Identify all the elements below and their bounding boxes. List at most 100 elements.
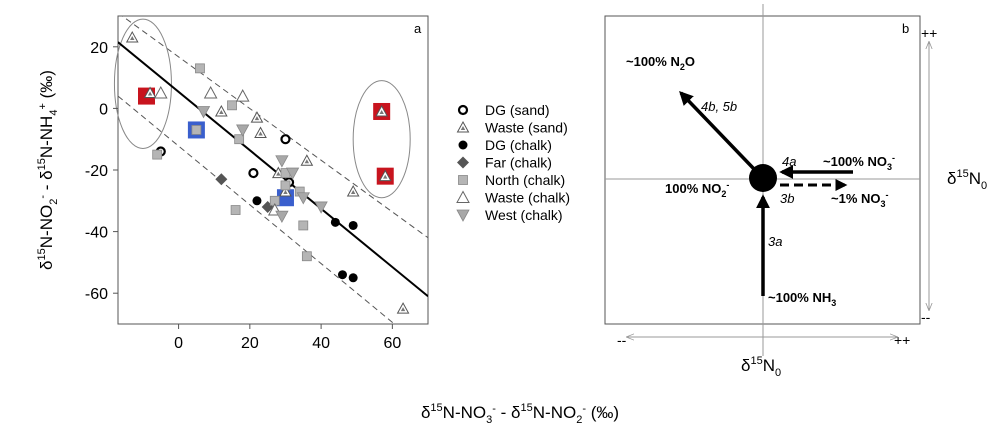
marker-shape (147, 91, 153, 96)
marker-shape (234, 134, 245, 145)
marker-shape (379, 109, 384, 114)
marker-shape (275, 210, 289, 224)
marker-shape (280, 134, 291, 145)
marker-shape (330, 217, 340, 227)
marker-shape (304, 159, 310, 164)
marker-shape (383, 174, 388, 179)
corner-label-bottom-right: ++ (894, 332, 910, 348)
data-point (314, 201, 328, 214)
label-part: ~100% NO (823, 154, 887, 169)
marker-shape (456, 209, 470, 222)
ylabel-part: - (37, 195, 49, 199)
y-tick-label: 0 (99, 101, 108, 118)
marker-shape (215, 173, 228, 186)
marker-shape (298, 220, 309, 231)
data-point (396, 302, 410, 314)
corner-label-top-right: ++ (921, 25, 937, 41)
data-point (298, 220, 309, 231)
xlabel-part: N-NO (443, 403, 486, 422)
data-point (191, 125, 202, 135)
x-tick-label: 20 (241, 335, 259, 352)
data-point (235, 89, 250, 102)
data-point (248, 167, 259, 179)
label-no2: 100% NO2- (665, 180, 729, 199)
ylabel-part: 2 (48, 199, 60, 205)
ylabel-part: 15 (36, 248, 48, 260)
marker-shape (196, 106, 211, 119)
data-point (275, 210, 289, 224)
y-tick-label: 20 (90, 40, 108, 57)
data-point (234, 134, 245, 145)
marker-shape (314, 201, 328, 214)
marker-shape (460, 126, 466, 130)
legend-marker (458, 140, 468, 150)
marker-shape (219, 109, 224, 114)
xlabel-part: N-NO (533, 403, 576, 422)
label-part: 3 (831, 298, 836, 308)
group-ellipse (352, 80, 411, 199)
y-axis-ticks: 20 0 -20 -40 -60 (85, 40, 118, 303)
corner-label-bottom-left: -- (617, 332, 627, 348)
marker-shape (203, 85, 218, 99)
label-part: ~100% N (626, 54, 680, 69)
marker-shape (152, 149, 163, 160)
ellipse-group (113, 18, 411, 199)
data-point (280, 180, 291, 191)
data-point (346, 185, 360, 197)
x-tick-label: 0 (174, 335, 183, 352)
legend-label: Waste (chalk) (485, 190, 570, 206)
data-points (125, 31, 410, 314)
marker-shape (285, 167, 300, 180)
panel-b: b ++ -- -- ++ δ15N0 δ15N0 ~100% N2O 4b, … (604, 4, 987, 379)
highlight-group (138, 87, 394, 207)
data-point (227, 100, 237, 111)
legend-item: Far (chalk) (457, 155, 552, 171)
data-point (348, 273, 358, 283)
confidence-band-lower (118, 95, 396, 324)
corner-label-right-bottom: -- (921, 309, 931, 325)
label-4a: 4a (782, 154, 796, 169)
ylabel-part: + (37, 103, 49, 109)
legend-marker (457, 104, 469, 116)
legend-marker (458, 175, 468, 185)
group-ellipse (113, 18, 172, 149)
axis-label-part: δ (947, 169, 956, 188)
legend-item: West (chalk) (456, 207, 563, 223)
label-part: 100% NO (665, 181, 721, 196)
data-point (337, 270, 347, 280)
axis-label-bottom: δ15N0 (741, 355, 781, 379)
label-part: ~100% NH (768, 290, 831, 305)
marker-shape (458, 140, 468, 150)
data-point (375, 104, 389, 117)
marker-shape (457, 156, 469, 169)
label-n2o: ~100% N2O (626, 54, 695, 72)
label-part: 3 (881, 199, 886, 209)
x-tick-label: 40 (312, 335, 330, 352)
axis-label-part: N (763, 356, 775, 375)
data-point (252, 196, 262, 206)
data-point (348, 220, 358, 230)
data-point (285, 167, 300, 180)
legend-label: DG (chalk) (485, 137, 552, 153)
xlabel-part: (‰) (586, 403, 619, 422)
ylabel-part: 15 (36, 158, 48, 170)
axis-label-part: δ (741, 356, 750, 375)
legend-label: North (chalk) (485, 172, 565, 188)
label-part: ~1% NO (831, 191, 881, 206)
y-axis-label: δ15N-NO2- - δ15N-NH4+ (‰) (36, 70, 60, 270)
ylabel-part: 4 (48, 110, 60, 116)
marker-shape (348, 220, 358, 230)
data-point (143, 86, 157, 98)
xlabel-part: - (582, 403, 586, 415)
label-3a: 3a (768, 234, 782, 249)
legend-label: West (chalk) (485, 207, 563, 223)
legend-label: DG (sand) (485, 102, 550, 118)
x-tick-label: 60 (383, 335, 401, 352)
marker-shape (130, 36, 135, 41)
label-part: - (892, 153, 895, 163)
legend-item: Waste (sand) (456, 120, 568, 136)
data-point (153, 85, 168, 99)
regression-line (118, 41, 428, 298)
confidence-band-upper (121, 16, 428, 239)
marker-shape (275, 155, 289, 168)
